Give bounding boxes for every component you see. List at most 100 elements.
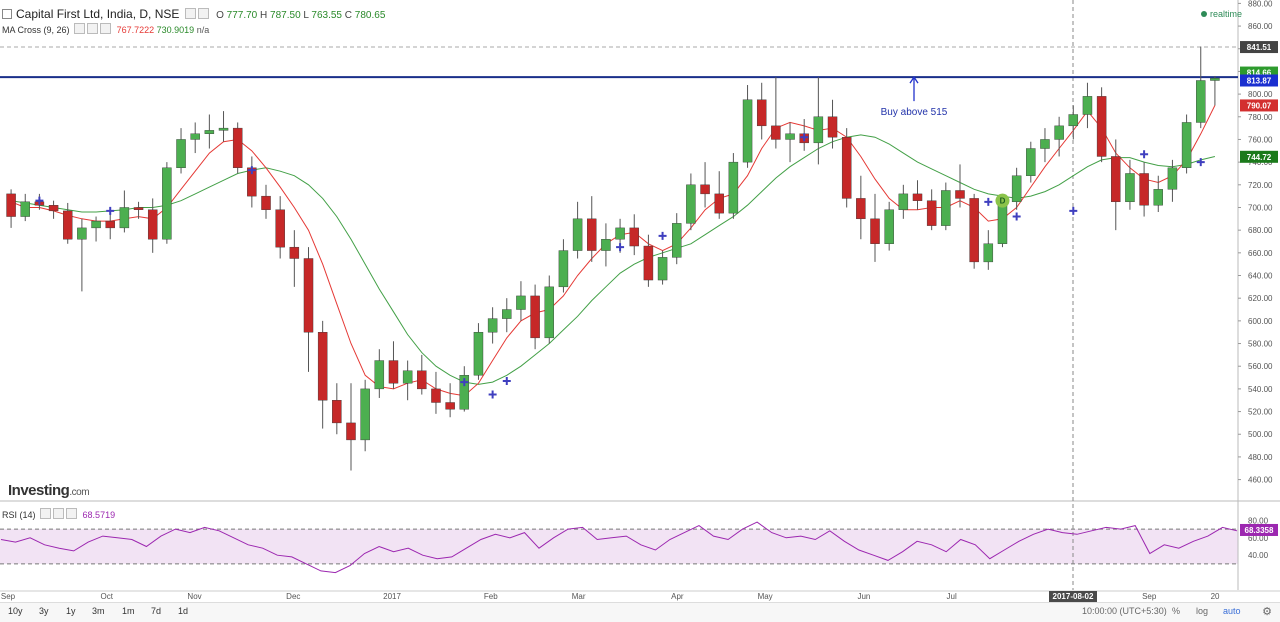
- ma-visibility-icon[interactable]: [74, 23, 86, 34]
- candle-body: [657, 257, 668, 281]
- ma-cross-legend: MA Cross (9, 26) 767.7222 730.9019 n/a: [2, 23, 209, 35]
- candle-body: [955, 190, 965, 199]
- candle: [983, 230, 994, 270]
- rsi-last-tag-box: [1240, 523, 1278, 536]
- candle: [445, 383, 455, 418]
- candle-body: [360, 388, 370, 441]
- candle-body: [147, 209, 158, 240]
- y-tick-label: 540.00: [1248, 385, 1273, 394]
- candle-body: [926, 200, 937, 226]
- candle: [48, 200, 59, 219]
- y-tick-label: 520.00: [1248, 408, 1273, 417]
- candle: [785, 122, 795, 163]
- ma-settings-icon[interactable]: [87, 23, 99, 34]
- candle: [63, 202, 73, 244]
- candle-body: [218, 127, 229, 131]
- x-tick-label: Oct: [101, 592, 114, 601]
- ma-fast-value: 767.7222: [116, 25, 155, 35]
- ma-close-icon[interactable]: [100, 23, 112, 34]
- rsi-tick-label: 40.00: [1248, 551, 1269, 560]
- candle: [261, 184, 271, 219]
- candle: [756, 82, 767, 140]
- chart-title: Capital First Ltd, India, D, NSE: [16, 7, 180, 21]
- candle: [912, 180, 923, 210]
- timeframe-1m[interactable]: 1m: [122, 606, 135, 616]
- timezone-readout[interactable]: 10:00:00 (UTC+5:30): [1082, 606, 1167, 616]
- candle: [332, 383, 342, 435]
- candle: [1210, 75, 1220, 106]
- timeframe-1d[interactable]: 1d: [178, 606, 189, 616]
- candle: [827, 99, 838, 149]
- rsi-visibility-icon[interactable]: [40, 508, 52, 519]
- settings-gear-icon[interactable]: ⚙: [1262, 606, 1272, 618]
- ma-cross-marker: [35, 196, 44, 205]
- percent-toggle[interactable]: %: [1172, 606, 1181, 616]
- candle: [955, 164, 965, 208]
- candle: [1026, 141, 1036, 183]
- candle: [91, 216, 101, 242]
- y-tick-label: 600.00: [1248, 317, 1273, 326]
- ma-cross-value: n/a: [196, 25, 210, 35]
- candle: [558, 239, 569, 293]
- candle-body: [162, 167, 172, 240]
- auto-toggle[interactable]: auto: [1223, 606, 1241, 616]
- candle-body: [388, 360, 399, 384]
- candle-body: [63, 210, 73, 240]
- rsi-close-icon[interactable]: [66, 508, 78, 519]
- ma-cross-marker: [1140, 150, 1149, 159]
- ma-slow-tag-box: [1240, 150, 1278, 163]
- candle-body: [1210, 78, 1220, 81]
- rsi-settings-icon[interactable]: [53, 508, 65, 519]
- x-tick-label: Sep: [1, 592, 16, 601]
- candle-body: [105, 220, 115, 229]
- candle-body: [332, 400, 342, 424]
- candle-body: [1082, 96, 1093, 115]
- symbol-close-icon[interactable]: [197, 8, 209, 19]
- candle-body: [756, 99, 767, 127]
- ma-cross-marker: [488, 390, 497, 399]
- annotation-text: Buy above 515: [881, 107, 948, 118]
- timeframe-10y[interactable]: 10y: [8, 606, 23, 616]
- candle: [657, 250, 668, 285]
- x-tick-label: Jun: [857, 592, 870, 601]
- candle-body: [445, 402, 455, 410]
- log-toggle[interactable]: log: [1196, 606, 1209, 616]
- x-tick-label: 2017: [383, 592, 401, 601]
- collapse-icon[interactable]: [2, 9, 12, 19]
- last-price-tag: 814.66: [1247, 69, 1272, 78]
- candle-body: [1139, 173, 1149, 206]
- y-tick-label: 780.00: [1248, 113, 1273, 122]
- crosshair-price-tag-box: [1240, 41, 1278, 54]
- ma-cross-marker: [460, 378, 469, 387]
- ma-cross-marker: [1012, 212, 1021, 221]
- candle-body: [615, 227, 625, 240]
- ma-cross-marker: [502, 376, 511, 385]
- candle: [686, 173, 696, 231]
- y-tick-label: 580.00: [1248, 340, 1273, 349]
- timeframe-7d[interactable]: 7d: [151, 606, 162, 616]
- timeframe-3m[interactable]: 3m: [92, 606, 105, 616]
- candle-body: [629, 227, 639, 247]
- y-tick-label: 880.00: [1248, 0, 1273, 8]
- candle-body: [997, 201, 1008, 244]
- symbol-settings-icon[interactable]: [184, 8, 196, 19]
- candle: [587, 196, 597, 262]
- timeframe-3y[interactable]: 3y: [39, 606, 49, 616]
- rsi-line: [0, 521, 1238, 574]
- realtime-dot-icon: [1201, 11, 1207, 17]
- y-tick-label: 720.00: [1248, 181, 1273, 190]
- candle-body: [983, 243, 994, 263]
- candle: [473, 323, 484, 380]
- candle: [841, 128, 852, 208]
- timeframe-1y[interactable]: 1y: [66, 606, 76, 616]
- candle: [884, 201, 894, 251]
- candle: [162, 162, 172, 244]
- candle: [275, 196, 285, 259]
- candle: [714, 171, 724, 219]
- candle: [771, 77, 781, 149]
- candle-body: [898, 193, 909, 210]
- candle-body: [232, 127, 243, 169]
- ma-slow-value: 730.9019: [156, 25, 195, 35]
- candle-body: [969, 198, 979, 263]
